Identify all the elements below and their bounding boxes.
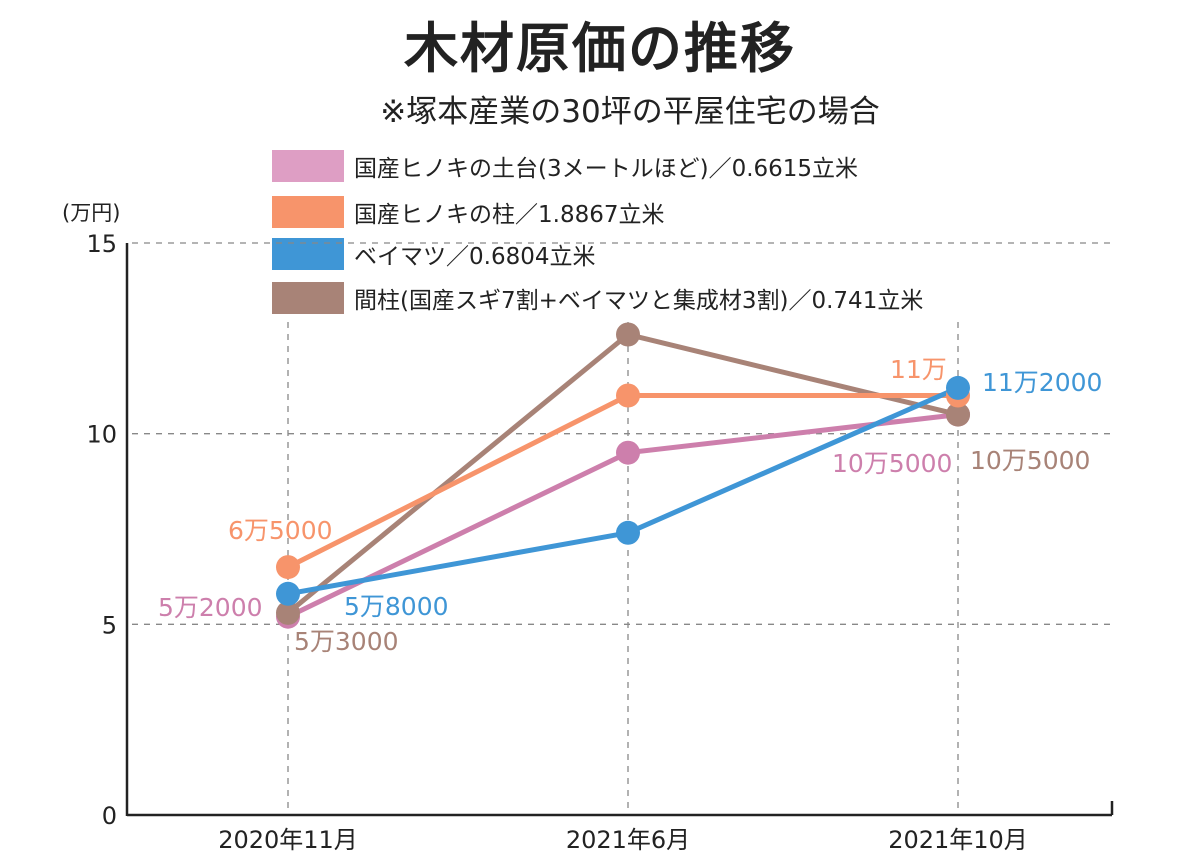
data-label: 5万2000 xyxy=(158,593,263,622)
data-label: 5万8000 xyxy=(344,592,449,621)
data-point xyxy=(616,521,640,545)
data-label: 5万3000 xyxy=(294,627,399,656)
y-tick-label: 15 xyxy=(86,230,117,258)
data-label: 6万5000 xyxy=(228,516,333,545)
x-tick-label: 2021年6月 xyxy=(566,826,690,854)
data-point xyxy=(276,555,300,579)
data-point xyxy=(946,376,970,400)
y-tick-label: 0 xyxy=(102,802,117,830)
data-point xyxy=(616,441,640,465)
x-tick-label: 2020年11月 xyxy=(218,826,358,854)
data-label: 11万 xyxy=(890,355,947,384)
y-tick-label: 10 xyxy=(86,421,117,449)
data-point xyxy=(616,323,640,347)
data-label: 10万5000 xyxy=(832,449,952,478)
y-axis-label: (万円) xyxy=(62,201,120,225)
y-tick-label: 5 xyxy=(102,611,117,639)
x-tick-label: 2021年10月 xyxy=(888,826,1028,854)
data-point xyxy=(276,582,300,606)
series-line xyxy=(288,388,958,594)
data-label: 10万5000 xyxy=(970,446,1090,475)
data-point xyxy=(616,384,640,408)
data-label: 11万2000 xyxy=(982,368,1102,397)
